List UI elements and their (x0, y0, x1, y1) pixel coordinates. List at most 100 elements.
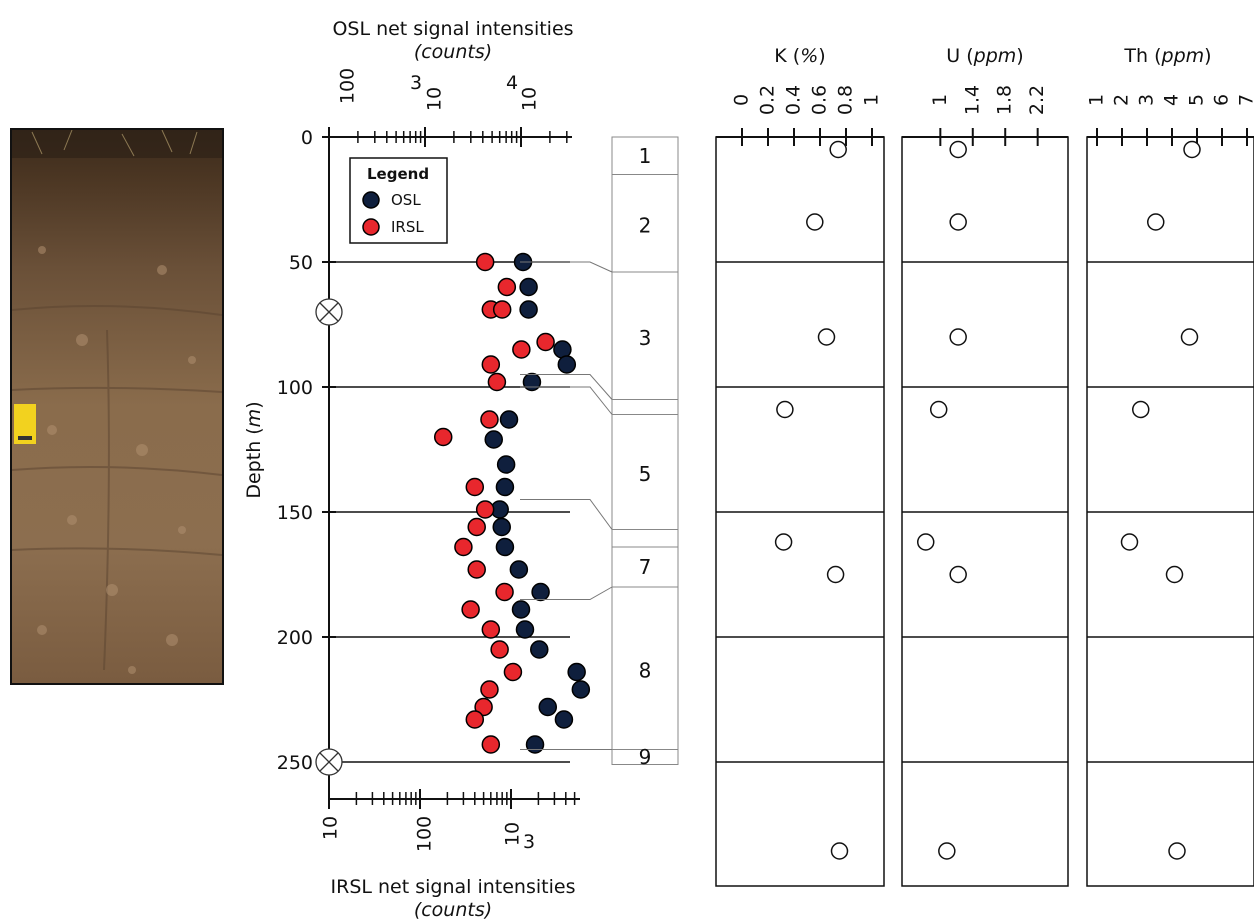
unit-label: 9 (639, 745, 652, 769)
irsl-point (487, 372, 507, 392)
panel-point (949, 140, 967, 159)
panel-tick-label: 1.8 (994, 85, 1016, 115)
irsl-point (512, 340, 531, 359)
panel-u: 1 1.4 1.8 2.2U (ppm) (901, 45, 1069, 887)
panel-title: U (ppm) (946, 45, 1023, 67)
irsl-tick-label: 10 (320, 816, 342, 840)
osl-point (515, 620, 535, 639)
unit-label: 2 (639, 213, 652, 237)
unit-connector-line (520, 499, 613, 530)
irsl-tick-label: 100 (414, 816, 436, 852)
osl-point (509, 560, 529, 579)
panel-title-close: ) (818, 45, 825, 67)
unit-label: 1 (639, 144, 652, 168)
osl-point (530, 640, 549, 659)
irsl-tick-label: 10 (502, 822, 524, 846)
irsl-point (475, 500, 495, 519)
osl-point (531, 582, 550, 602)
legend-irsl-label: IRSL (391, 218, 424, 236)
panel-tick-label: 0.2 (757, 85, 779, 115)
irsl-point (503, 662, 523, 682)
panel-tick-label: 0.8 (835, 85, 857, 115)
osl-point (519, 277, 538, 297)
panel-tick-label: 1 (1086, 94, 1108, 106)
depth-tick-label: 0 (301, 127, 313, 149)
irsl-point (481, 355, 501, 374)
osl-point (495, 537, 515, 557)
panel-tick-label: 1 (929, 94, 951, 106)
panel-point (817, 328, 836, 346)
panel-point (949, 565, 967, 584)
panel-tick-label: 3 (1136, 94, 1158, 106)
unit-column: 1 2 3 5 7 8 9 (520, 136, 679, 769)
depth-axis-title-text: Depth ( (243, 427, 265, 498)
unit-connector-line (520, 374, 613, 400)
panel-tick-label: 0.6 (809, 85, 831, 115)
panel-point (938, 842, 956, 860)
osl-irsl-scatter-plot: 0 50 100 150 200 250 (277, 127, 591, 800)
panel-title-close: ) (1204, 45, 1211, 67)
panel-title: K (%) (774, 45, 825, 67)
osl-tick-label-exp: 3 (410, 72, 422, 94)
unit-label: 7 (639, 555, 652, 579)
depth-tick-label: 50 (289, 252, 313, 274)
irsl-point (480, 410, 499, 429)
panel-tick-label: 1 (861, 94, 883, 106)
panel-point (1120, 533, 1139, 551)
panel-title-text: U ( (946, 45, 973, 67)
panel-title-unit: % (800, 45, 818, 67)
irsl-point (461, 600, 480, 619)
osl-tick-label: 10 (519, 87, 541, 111)
soil-profile-photo (10, 128, 224, 685)
irsl-point (467, 560, 486, 579)
depth-tick-label: 200 (277, 627, 313, 649)
osl-point (522, 372, 542, 392)
unit-label: 5 (639, 462, 652, 486)
osl-point (492, 517, 511, 537)
crossed-circle-line (319, 752, 339, 772)
panel-tick-label: 5 (1186, 94, 1208, 106)
panel-point (1165, 565, 1184, 584)
depth-tick-label: 250 (277, 752, 313, 774)
panel-point (949, 213, 967, 231)
irsl-point (490, 640, 509, 659)
depth-axis-title-unit: m (243, 409, 265, 428)
panel-point (916, 533, 935, 551)
panel-tick-label: 1.4 (961, 85, 983, 115)
osl-title-unit: (counts) (414, 41, 492, 63)
depth-tick-label: 100 (277, 377, 313, 399)
unit-connector-line (520, 586, 613, 600)
panel-point (929, 400, 948, 419)
panel-point (949, 328, 967, 346)
irsl-tick-label-exp: 3 (523, 831, 535, 853)
depth-axis-title-close: ) (243, 401, 265, 408)
osl-point (525, 735, 545, 754)
crossed-circle-marker (315, 298, 343, 326)
osl-point (554, 710, 574, 729)
depth-tick-label: 150 (277, 502, 313, 524)
irsl-bottom-axis: 10 100 10 3 (320, 789, 580, 853)
panel-tick-label: 4 (1161, 94, 1183, 106)
unit-label: 3 (639, 326, 652, 350)
osl-point (495, 477, 515, 497)
unit-label: 8 (639, 658, 652, 682)
irsl-point (454, 537, 473, 557)
irsl-point (433, 427, 453, 447)
osl-tick-label: 100 (337, 68, 359, 104)
osl-tick-label-exp: 4 (506, 72, 518, 94)
panel-title-close: ) (1016, 45, 1023, 67)
legend-title: Legend (367, 165, 429, 183)
irsl-axis-title: IRSL net signal intensities (331, 876, 576, 898)
irsl-point (536, 332, 555, 352)
panel-point (830, 842, 849, 860)
panel-tick-label: 0.4 (783, 85, 805, 115)
panel-point (829, 140, 847, 159)
osl-point (557, 355, 577, 374)
depth-axis-title: Depth (m) (243, 401, 265, 498)
panel-tick-label: 7 (1236, 94, 1254, 106)
unit-connector-line (520, 386, 613, 415)
irsl-point (481, 620, 501, 639)
irsl-point (497, 277, 517, 297)
panel-title-unit: ppm (973, 45, 1017, 67)
